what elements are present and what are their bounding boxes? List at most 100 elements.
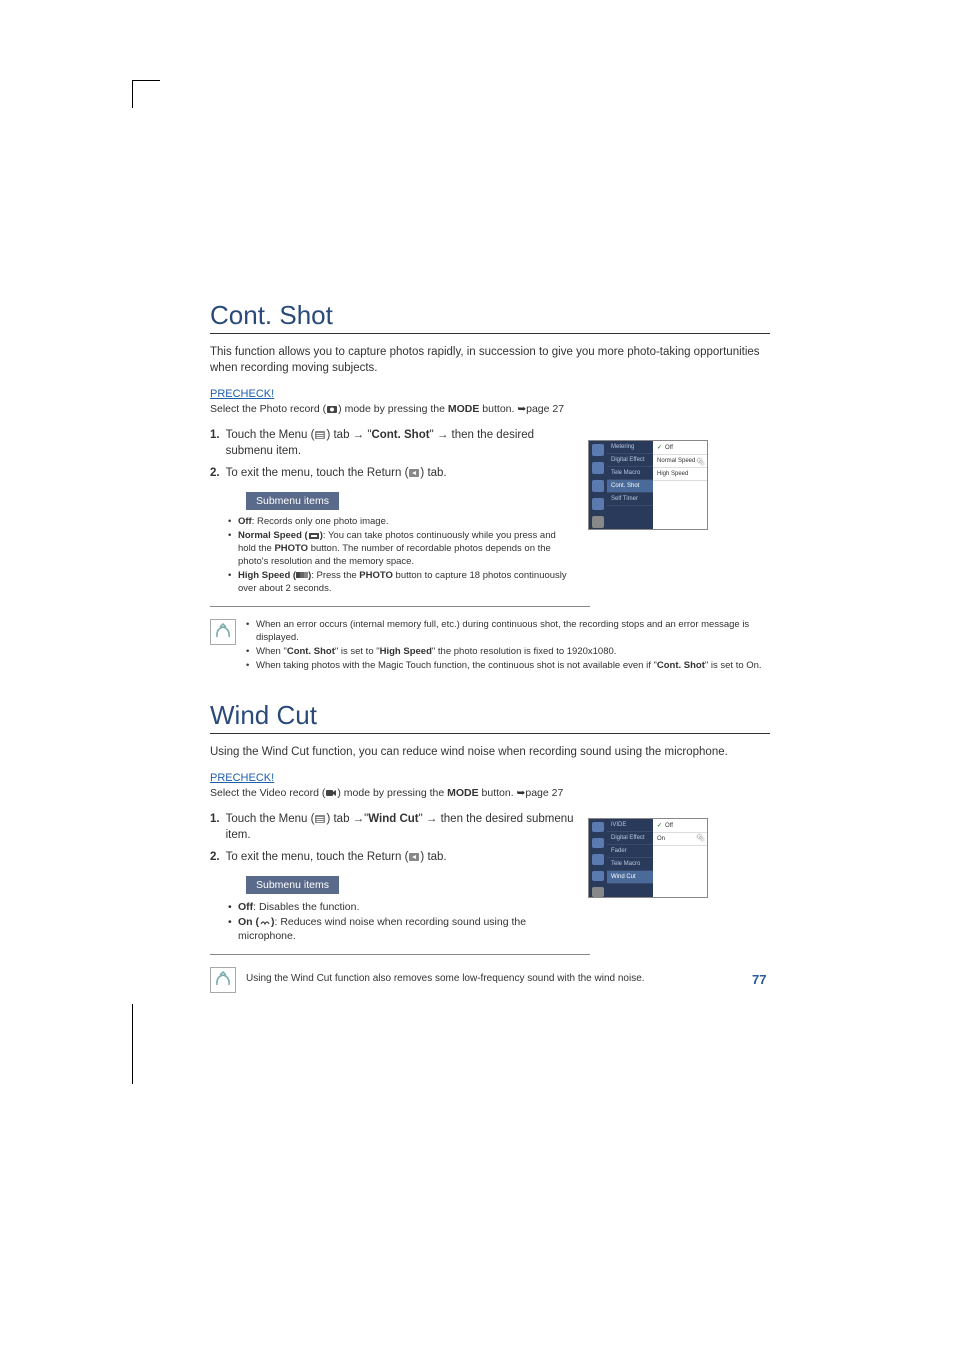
opt-label: Off — [665, 445, 673, 451]
submenu-list-1: Off: Records only one photo image. Norma… — [228, 516, 572, 595]
page-content: Cont. Shot This function allows you to c… — [210, 300, 770, 1019]
b: ) tab →" — [326, 813, 368, 825]
ss-menu-item-active: Wind Cut — [607, 871, 653, 884]
ss-sidebar — [589, 819, 607, 897]
submenu-box-1: Submenu items Off: Records only one phot… — [210, 491, 590, 607]
submenu-item-high: High Speed (): Press the PHOTO button to… — [228, 570, 572, 596]
precheck-text-2: Select the Video record ( ) mode by press… — [210, 787, 770, 799]
menu-icon — [314, 814, 326, 824]
precheck-1-part-c: button. ➥page 27 — [479, 403, 564, 415]
high-speed-icon — [296, 570, 308, 580]
screenshot-cont-shot-menu: Metering Digital Effect Tele Macro Cont.… — [588, 440, 708, 530]
step-1-2-a: To exit the menu, touch the Return ( — [226, 467, 409, 479]
a: When " — [256, 646, 287, 657]
opt-label: High Speed — [657, 471, 688, 477]
submenu-header-2: Submenu items — [246, 876, 339, 894]
ss-menu-item: Fader — [607, 845, 653, 858]
photo: PHOTO — [359, 570, 393, 581]
check-icon: ✓ — [657, 822, 662, 829]
ss-icon — [592, 462, 604, 474]
opt-label: Normal Speed — [657, 458, 695, 464]
precheck-label-2: PRECHECK! — [210, 772, 770, 784]
crop-mark-top-left — [132, 80, 160, 108]
d: High Speed — [380, 646, 432, 657]
a: To exit the menu, touch the Return ( — [226, 851, 409, 863]
cursor-icon: ↖ — [697, 457, 705, 468]
ss-option: ✓Off — [653, 441, 707, 455]
b: ) tab. — [420, 851, 446, 863]
return-icon — [408, 468, 420, 478]
step-text: Touch the Menu () tab →"Wind Cut" → then… — [226, 811, 580, 843]
wind-cut-icon — [259, 917, 271, 927]
step-num: 1. — [210, 427, 220, 459]
return-icon — [408, 852, 420, 862]
b: ) mode by pressing the — [337, 787, 447, 799]
section-title-wind-cut: Wind Cut — [210, 700, 770, 734]
note-icon — [210, 619, 236, 645]
step-1-2: 2. To exit the menu, touch the Return ()… — [210, 465, 580, 481]
step-num: 2. — [210, 465, 220, 481]
steps-1: 1. Touch the Menu () tab → "Cont. Shot" … — [210, 427, 580, 481]
step-2-2: 2. To exit the menu, touch the Return ()… — [210, 849, 580, 865]
text: : Records only one photo image. — [252, 516, 389, 527]
b: Cont. Shot — [287, 646, 335, 657]
submenu-item-normal: Normal Speed (): You can take photos con… — [228, 530, 572, 568]
ss-menu-item: Tele Macro — [607, 858, 653, 871]
step-1-1-a: Touch the Menu ( — [226, 429, 315, 441]
ss-icon — [592, 822, 604, 832]
step-num: 2. — [210, 849, 220, 865]
ss-menu-list: iVIDE Digital Effect Fader Tele Macro Wi… — [607, 819, 653, 897]
submenu-item-off: Off: Records only one photo image. — [228, 516, 572, 529]
bold: Wind Cut — [368, 813, 418, 825]
mode: MODE — [447, 787, 479, 799]
ss-menu-item: Metering — [607, 441, 653, 454]
step-1-1: 1. Touch the Menu () tab → "Cont. Shot" … — [210, 427, 580, 459]
submenu-header-1: Submenu items — [246, 492, 339, 510]
step-1-2-b: ) tab. — [420, 467, 446, 479]
submenu-item-on: On (): Reduces wind noise when recording… — [228, 915, 572, 943]
step-1-1-b: ) tab → " — [326, 429, 371, 441]
opt-label: On — [657, 836, 665, 842]
precheck-1-part-b: ) mode by pressing the — [338, 403, 448, 415]
ss-icon — [592, 838, 604, 848]
ss-option: ✓Off — [653, 819, 707, 833]
ss-option: High Speed — [653, 468, 707, 481]
c: button. ➥page 27 — [479, 787, 564, 799]
intro-wind-cut: Using the Wind Cut function, you can red… — [210, 744, 770, 760]
text: : Disables the function. — [253, 901, 359, 913]
page-number: 77 — [752, 972, 766, 987]
ss-menu-list: Metering Digital Effect Tele Macro Cont.… — [607, 441, 653, 529]
menu-icon — [314, 430, 326, 440]
note-icon — [210, 967, 236, 993]
note-item: When taking photos with the Magic Touch … — [246, 660, 770, 673]
label: On ( — [238, 916, 259, 928]
c: " is set to On. — [705, 660, 762, 671]
ss-icon — [592, 887, 604, 897]
ss-icon — [592, 480, 604, 492]
a: Select the Video record ( — [210, 787, 325, 799]
steps-2: 1. Touch the Menu () tab →"Wind Cut" → t… — [210, 811, 580, 865]
a: When taking photos with the Magic Touch … — [256, 660, 657, 671]
section-title-cont-shot: Cont. Shot — [210, 300, 770, 334]
precheck-label-1: PRECHECK! — [210, 388, 770, 400]
precheck-text-1: Select the Photo record ( ) mode by press… — [210, 403, 770, 415]
precheck-1-part-a: Select the Photo record ( — [210, 403, 326, 415]
step-2-1: 1. Touch the Menu () tab →"Wind Cut" → t… — [210, 811, 580, 843]
ss-icon — [592, 871, 604, 881]
step-text: To exit the menu, touch the Return ( ) ta… — [226, 465, 447, 481]
ss-icon — [592, 498, 604, 510]
note-text-2: Using the Wind Cut function also removes… — [246, 967, 645, 984]
ss-icon — [592, 444, 604, 456]
label: Off — [238, 516, 252, 527]
screenshot-wind-cut-menu: iVIDE Digital Effect Fader Tele Macro Wi… — [588, 818, 708, 898]
note-list-1: When an error occurs (internal memory fu… — [246, 619, 770, 673]
note-item: When "Cont. Shot" is set to "High Speed"… — [246, 646, 770, 659]
ss-icon — [592, 854, 604, 864]
text-a: : Press the — [311, 570, 359, 581]
ss-menu-item: Digital Effect — [607, 454, 653, 467]
cursor-icon: ↖ — [697, 833, 705, 844]
crop-mark-bottom-left — [132, 1004, 140, 1084]
precheck-1-mode: MODE — [448, 403, 480, 415]
step-text: Touch the Menu () tab → "Cont. Shot" → t… — [226, 427, 580, 459]
label: High Speed ( — [238, 570, 296, 581]
